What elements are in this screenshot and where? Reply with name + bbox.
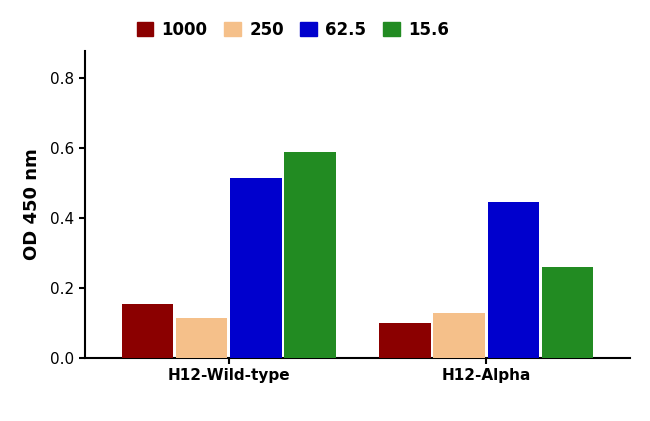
Bar (284, 152, 335, 358)
Legend: 1000, 250, 62.5, 15.6: 1000, 250, 62.5, 15.6 (136, 21, 449, 39)
Y-axis label: OD 450 nm: OD 450 nm (23, 148, 42, 260)
Bar (541, 267, 593, 358)
Bar (488, 202, 539, 358)
Bar (230, 178, 281, 358)
Bar (122, 304, 174, 358)
Bar (434, 314, 485, 358)
Bar (176, 318, 227, 358)
Bar (380, 323, 431, 358)
